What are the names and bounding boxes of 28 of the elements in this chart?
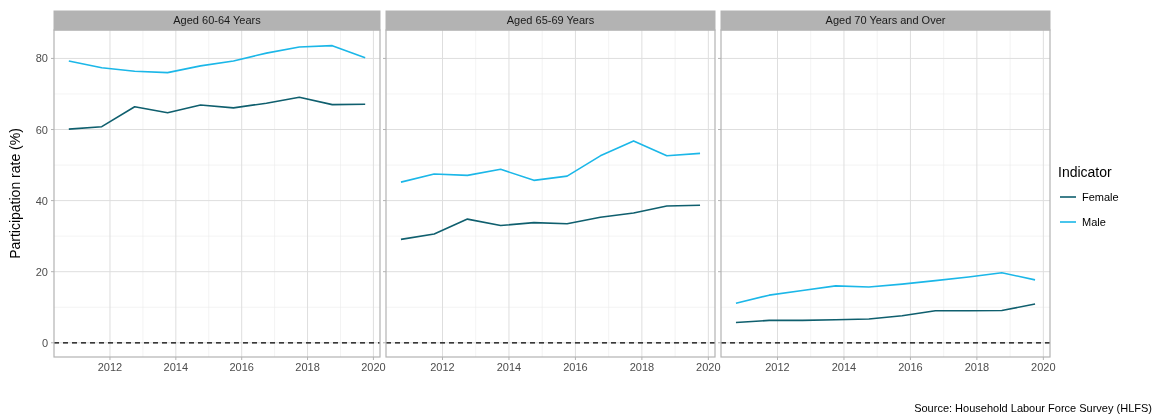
x-tick-label: 2016 (229, 361, 254, 373)
x-tick-label: 2016 (563, 361, 588, 373)
x-tick-label: 2018 (629, 361, 655, 373)
chart-title: Aged 60-64 Years (173, 14, 262, 26)
x-tick-label: 2018 (295, 361, 320, 373)
y-axis-title: Participation rate (%) (7, 128, 23, 259)
legend-label: Male (1082, 216, 1106, 228)
x-tick-label: 2018 (964, 361, 990, 373)
chart-title: Aged 65-69 Years (506, 14, 595, 26)
y-tick-label: 0 (41, 336, 48, 349)
y-tick-label: 60 (35, 123, 48, 136)
x-tick-label: 2020 (1031, 361, 1056, 373)
y-tick-label: 20 (35, 265, 48, 278)
x-tick-label: 2020 (361, 361, 386, 373)
x-tick-label: 2020 (696, 361, 721, 373)
x-tick-label: 2014 (831, 361, 857, 373)
x-tick-label: 2012 (430, 361, 455, 373)
x-tick-label: 2014 (163, 361, 189, 373)
y-tick-label: 80 (35, 52, 48, 65)
legend-title: Indicator (1058, 164, 1113, 180)
x-tick-label: 2016 (898, 361, 923, 373)
x-tick-label: 2012 (765, 361, 790, 373)
x-tick-label: 2012 (97, 361, 123, 373)
x-tick-label: 2014 (496, 361, 522, 373)
y-tick-label: 40 (35, 194, 48, 207)
source-note: Source: Household Labour Force Survey (HLFS) (914, 402, 1152, 414)
legend-label: Female (1082, 191, 1119, 203)
chart-title: Aged 70 Years and Over (825, 14, 946, 26)
